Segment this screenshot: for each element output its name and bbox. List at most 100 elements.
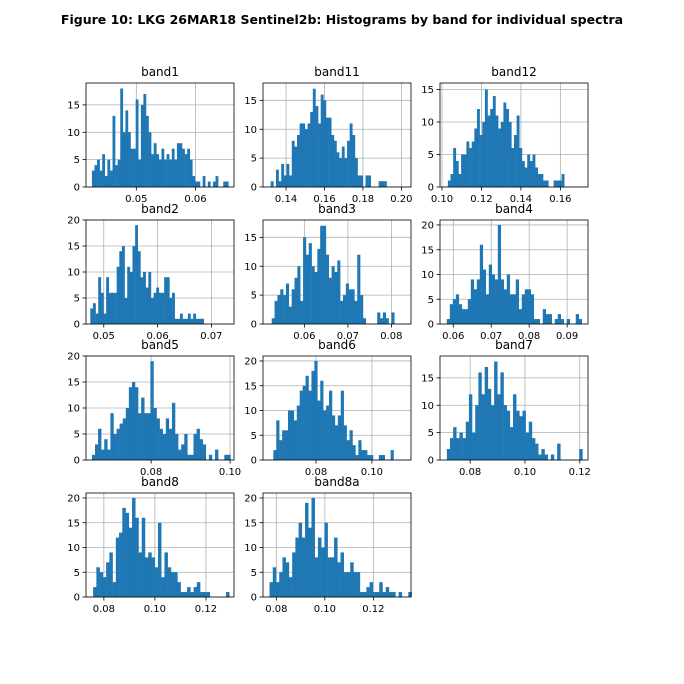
histogram-bar <box>380 318 384 324</box>
histogram-bar <box>135 225 139 324</box>
x-tick-label: 0.18 <box>352 194 374 205</box>
histogram-bar <box>363 592 367 597</box>
histogram-bar <box>196 428 200 460</box>
histogram-bar <box>345 283 349 324</box>
panel-title: band6 <box>318 338 356 352</box>
histogram-bar <box>341 146 345 187</box>
histogram-bar <box>157 522 162 597</box>
histogram-bar <box>461 154 465 187</box>
histogram-bar <box>135 387 139 460</box>
panel-title: band12 <box>491 65 536 79</box>
histogram-bar <box>293 420 298 460</box>
histogram-bar <box>156 418 160 460</box>
histogram-bar <box>506 410 511 460</box>
panel-title: band4 <box>495 202 533 216</box>
histogram-bar <box>314 557 319 597</box>
histogram-bar <box>337 260 341 324</box>
histogram-bar <box>308 527 312 597</box>
histogram-bar <box>490 405 495 460</box>
y-tick-label: 0 <box>428 320 434 331</box>
histogram-bar <box>466 141 470 187</box>
histogram-bar <box>158 159 162 187</box>
histogram-bar <box>119 423 123 460</box>
histogram-bar <box>469 148 472 187</box>
x-tick-label: 0.14 <box>275 194 297 205</box>
histogram-bar <box>96 567 100 597</box>
histogram-bar <box>162 434 167 460</box>
histogram-bar <box>282 557 286 597</box>
panel-band8: 0.08 0.10 0.12 0 5 10 15 20 band8 <box>67 475 235 615</box>
histogram-bar <box>360 175 364 187</box>
histogram-bar <box>459 432 463 460</box>
y-tick-label: 20 <box>67 216 80 227</box>
histogram-bar <box>140 277 144 324</box>
panel-band1: 0.05 0.06 0 5 10 15 band1 <box>67 65 235 205</box>
y-tick-label: 20 <box>67 494 80 505</box>
histogram-bar <box>548 314 553 324</box>
histogram-bar <box>348 289 352 324</box>
histogram-bar <box>170 572 175 597</box>
y-tick-label: 10 <box>421 118 434 129</box>
histogram-bar <box>227 454 231 460</box>
histogram-bar <box>369 582 374 597</box>
histogram-bar <box>311 370 315 460</box>
histogram-bar <box>131 382 136 460</box>
histogram-bar <box>350 562 354 597</box>
histogram-bar <box>279 572 283 597</box>
x-tick-label: 0.14 <box>510 194 532 205</box>
histogram-bar <box>109 170 113 187</box>
y-tick-label: 0 <box>74 593 80 604</box>
histogram-bar <box>104 176 108 187</box>
histogram-bar <box>133 148 136 187</box>
histogram-bar <box>98 428 102 460</box>
x-tick-label: 0.05 <box>93 331 115 342</box>
histogram-bar <box>392 592 396 597</box>
histogram-bar <box>283 175 287 187</box>
histogram-bar <box>177 318 181 324</box>
histogram-bar <box>542 309 547 324</box>
histogram-bar <box>291 140 295 187</box>
histogram-bar <box>174 572 178 597</box>
histogram-bar <box>318 123 321 187</box>
histogram-bar <box>183 592 188 597</box>
x-tick-label: 0.08 <box>140 467 162 478</box>
histogram-bar <box>91 170 95 187</box>
y-tick-label: 20 <box>421 221 434 232</box>
histogram-bar <box>187 587 191 597</box>
histogram-bar <box>545 180 549 187</box>
histogram-bar <box>337 562 341 597</box>
histogram-bar <box>503 102 507 187</box>
y-tick-label: 15 <box>67 100 80 111</box>
histogram-bar <box>168 428 173 460</box>
panel-band6: 0.08 0.10 0 5 10 15 20 band6 <box>244 338 412 478</box>
histogram-bar <box>116 266 120 324</box>
y-tick-label: 10 <box>67 543 80 554</box>
histogram-bar <box>479 244 484 324</box>
y-tick-label: 5 <box>251 431 257 442</box>
y-tick-label: 10 <box>244 125 257 136</box>
panel-band12: 0.10 0.12 0.14 0.16 0 5 10 15 band12 <box>421 65 589 205</box>
x-tick-label: 0.10 <box>431 194 453 205</box>
histogram-bar <box>538 454 542 460</box>
y-tick-label: 0 <box>251 593 257 604</box>
histogram-bar <box>344 158 348 187</box>
histogram-bar <box>512 294 517 324</box>
x-tick-label: 0.06 <box>146 331 168 342</box>
x-tick-label: 0.07 <box>337 331 359 342</box>
histogram-bar <box>503 405 507 460</box>
histogram-bar <box>97 159 100 187</box>
histogram-bar <box>317 400 321 460</box>
histogram-bar <box>282 430 286 460</box>
histogram-bar <box>484 366 489 460</box>
histogram-bar <box>391 312 395 324</box>
histogram-bar <box>171 402 176 460</box>
histogram-bar <box>484 89 488 187</box>
histogram-bar <box>311 266 315 324</box>
x-tick-label: 0.08 <box>459 467 481 478</box>
histogram-bar <box>492 96 496 187</box>
histogram-bar <box>327 557 332 597</box>
histogram-bar <box>463 154 467 187</box>
y-tick-label: 10 <box>67 268 80 279</box>
histogram-bar <box>192 176 196 187</box>
histogram-bar <box>331 266 335 324</box>
